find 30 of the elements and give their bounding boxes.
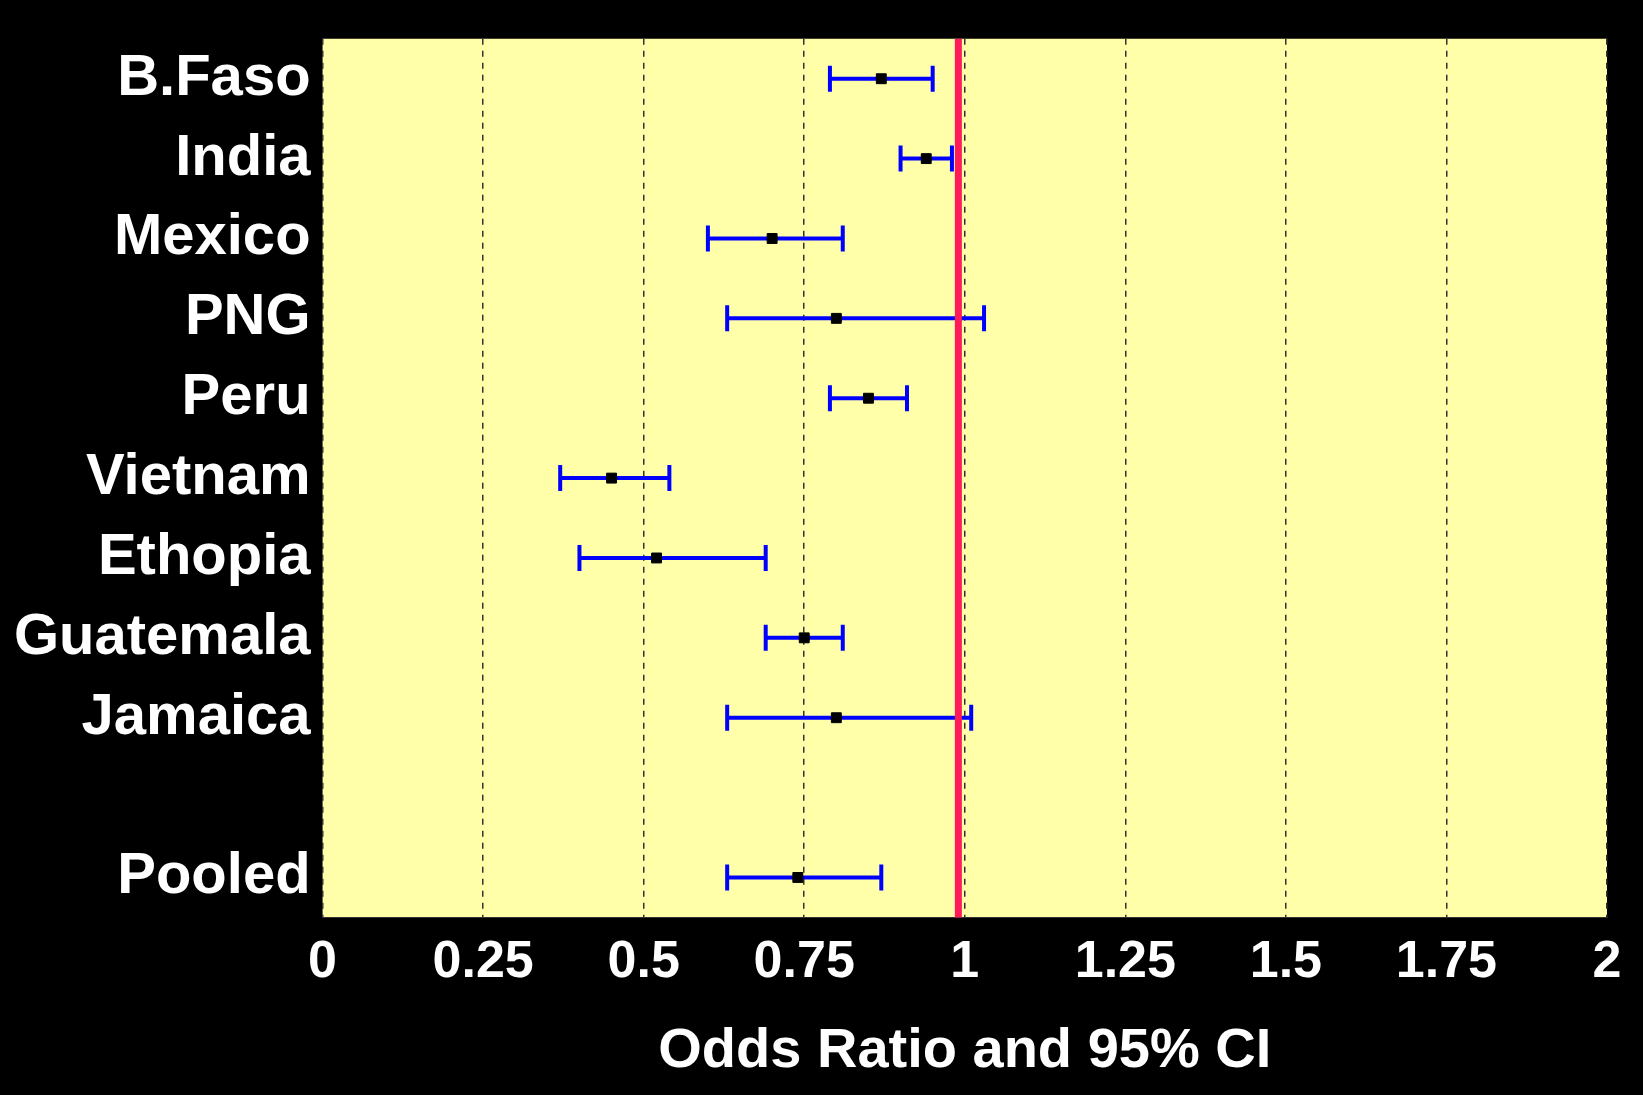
x-tick-label: 1.25 bbox=[1074, 929, 1176, 988]
y-tick-label: India bbox=[175, 121, 312, 187]
y-tick-label: PNG bbox=[184, 281, 311, 347]
y-tick-label: Pooled bbox=[117, 840, 311, 906]
x-tick-label: 0.25 bbox=[432, 929, 534, 988]
point bbox=[792, 872, 804, 883]
x-tick-label: 0 bbox=[308, 929, 338, 988]
point bbox=[798, 632, 810, 644]
point bbox=[651, 552, 662, 564]
point bbox=[830, 712, 842, 724]
y-tick-label: Peru bbox=[181, 361, 311, 427]
y-tick-label: Mexico bbox=[113, 201, 311, 267]
point bbox=[766, 233, 778, 244]
y-tick-label: Vietnam bbox=[85, 441, 311, 507]
point bbox=[830, 312, 842, 324]
x-tick-label: 0.75 bbox=[753, 929, 855, 988]
y-tick-label: B.Faso bbox=[117, 41, 311, 107]
y-tick-label: Ethopia bbox=[97, 520, 312, 586]
x-tick-label: 1.75 bbox=[1395, 929, 1498, 988]
x-axis-title: Odds Ratio and 95% CI bbox=[658, 1015, 1272, 1079]
point bbox=[920, 153, 932, 165]
point bbox=[875, 73, 887, 85]
x-tick-label: 1.5 bbox=[1249, 929, 1323, 988]
x-tick-label: 1 bbox=[950, 929, 980, 988]
x-tick-label: 2 bbox=[1592, 929, 1622, 988]
x-tick-label: 0.5 bbox=[607, 929, 680, 988]
point bbox=[863, 392, 874, 404]
point bbox=[606, 472, 618, 484]
y-tick-label: Guatemala bbox=[13, 600, 312, 666]
y-tick-label: Jamaica bbox=[81, 680, 312, 746]
